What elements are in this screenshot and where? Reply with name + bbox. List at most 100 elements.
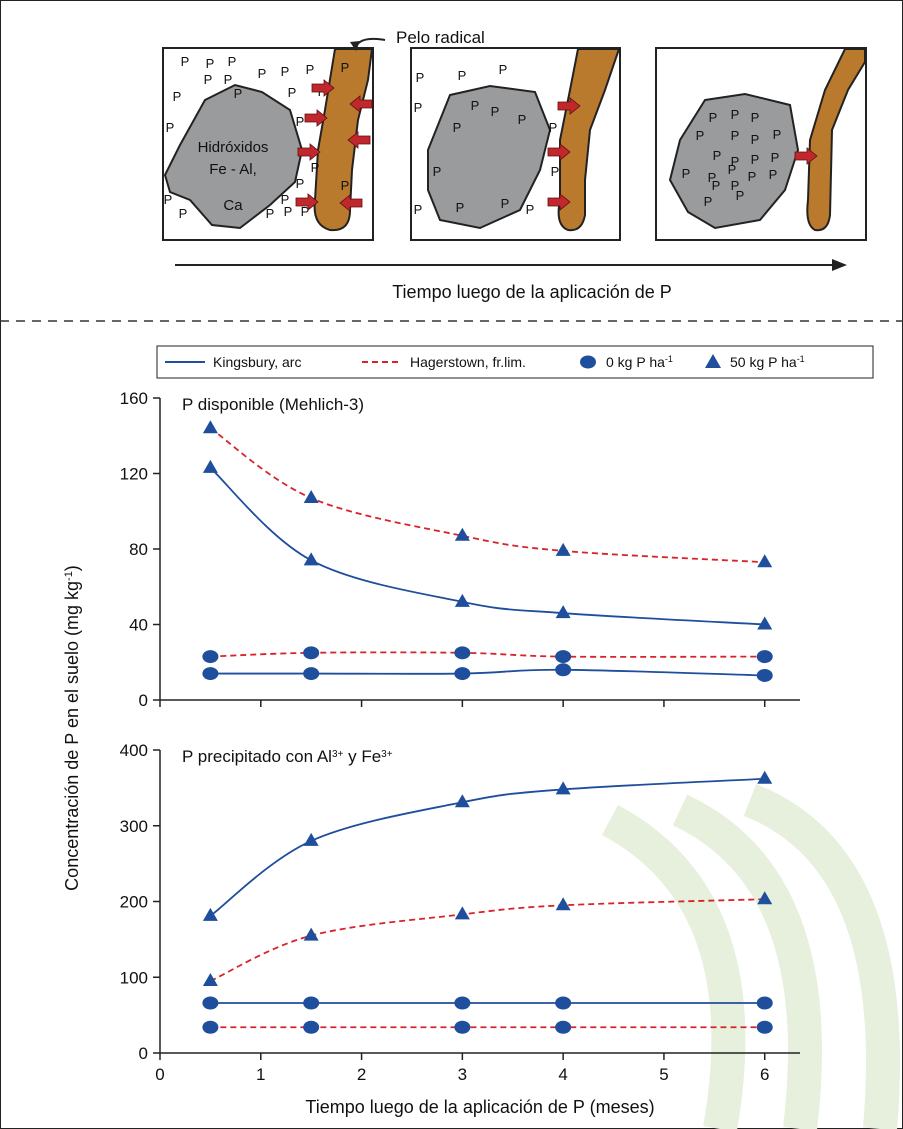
y-tick-label: 400 [120,741,148,760]
data-point [454,667,470,680]
y-tick-label: 40 [129,616,148,635]
p-symbol: P [713,148,722,163]
legend-label: Kingsbury, arc [213,354,301,370]
p-symbol: P [173,89,182,104]
root-hair-label: Pelo radical [396,28,485,47]
p-symbol: P [433,164,442,179]
p-symbol: P [751,132,760,147]
x-tick-label: 5 [659,1065,668,1084]
y-tick-label: 80 [129,540,148,559]
p-symbol: P [234,86,243,101]
p-symbol: P [456,200,465,215]
y-tick-label: 0 [139,691,148,710]
p-symbol: P [306,62,315,77]
chart-title: P precipitado con Al3+ y Fe3+ [182,747,393,766]
p-symbol: P [551,164,560,179]
p-symbol: P [731,128,740,143]
p-symbol: P [228,54,237,69]
data-point [555,997,571,1010]
p-symbol: P [696,128,705,143]
y-axis-label-sup: -1 [63,571,75,581]
p-symbol: P [773,127,782,142]
p-symbol: P [491,104,500,119]
chart-title-text: P precipitado con Al [182,747,332,766]
p-symbol: P [712,178,721,193]
data-point [202,1021,218,1034]
p-symbol: P [704,194,713,209]
data-point [757,650,773,663]
hydroxides-label: Fe - Al, [209,161,257,178]
data-point [303,667,319,680]
legend-label-text: Hagerstown, fr.lim. [410,354,526,370]
legend-label-text: 0 kg P ha [606,354,665,370]
p-symbol: P [296,176,305,191]
p-symbol: P [341,60,350,75]
legend-label-text: 50 kg P ha [730,354,797,370]
data-point [202,997,218,1010]
data-point [303,997,319,1010]
p-symbol: P [526,202,535,217]
chart-title-sup: 3+ [332,749,344,760]
x-axis-label: Tiempo luego de la aplicación de P (mese… [305,1097,654,1117]
chart-title-sup: 3+ [381,749,393,760]
data-point [303,646,319,659]
p-symbol: P [709,110,718,125]
data-point [202,667,218,680]
legend-label: Hagerstown, fr.lim. [410,354,526,370]
data-point [454,997,470,1010]
p-symbol: P [224,72,233,87]
y-axis-label: Concentración de P en el suelo (mg kg-1) [62,565,82,891]
legend-label-text: Kingsbury, arc [213,354,301,370]
data-point [454,1021,470,1034]
legend-label: 0 kg P ha-1 [606,354,673,370]
p-symbol: P [206,56,215,71]
p-symbol: P [341,178,350,193]
legend-label: 50 kg P ha-1 [730,354,805,370]
x-tick-label: 4 [558,1065,567,1084]
p-symbol: P [501,196,510,211]
p-symbol: P [682,166,691,181]
p-symbol: P [179,206,188,221]
p-symbol: P [728,162,737,177]
data-point [555,1021,571,1034]
p-symbol: P [166,120,175,135]
p-symbol: P [204,72,213,87]
data-point [757,997,773,1010]
data-point [555,663,571,676]
x-tick-label: 1 [256,1065,265,1084]
p-symbol: P [414,202,423,217]
y-tick-label: 0 [139,1044,148,1063]
data-point [202,650,218,663]
p-symbol: P [748,169,757,184]
p-symbol: P [499,62,508,77]
p-symbol: P [181,54,190,69]
p-symbol: P [751,110,760,125]
p-symbol: P [164,192,173,207]
p-symbol: P [311,160,320,175]
p-symbol: P [416,70,425,85]
p-symbol: P [453,120,462,135]
legend-label-sup: -1 [797,354,805,364]
y-tick-label: 100 [120,968,148,987]
p-symbol: P [751,152,760,167]
p-symbol: P [458,68,467,83]
p-symbol: P [549,120,558,135]
figure: Pelo radical Hidróxidos Fe - Al, Ca Tiem… [0,0,903,1129]
legend-label-sup: -1 [665,354,673,364]
y-axis-label-text: ) [62,565,82,571]
p-symbol: P [518,112,527,127]
p-symbol: P [771,150,780,165]
p-symbol: P [258,66,267,81]
chart-title-text: y Fe [343,747,381,766]
x-tick-label: 6 [760,1065,769,1084]
p-symbol: P [471,98,480,113]
p-symbol: P [736,188,745,203]
y-tick-label: 160 [120,389,148,408]
hydroxides-label: Hidróxidos [198,139,269,156]
time-arrow-label: Tiempo luego de la aplicación de P [392,282,672,302]
y-tick-label: 200 [120,893,148,912]
x-tick-label: 0 [155,1065,164,1084]
data-point [757,1021,773,1034]
legend-marker [580,356,596,369]
p-symbol: P [288,85,297,100]
